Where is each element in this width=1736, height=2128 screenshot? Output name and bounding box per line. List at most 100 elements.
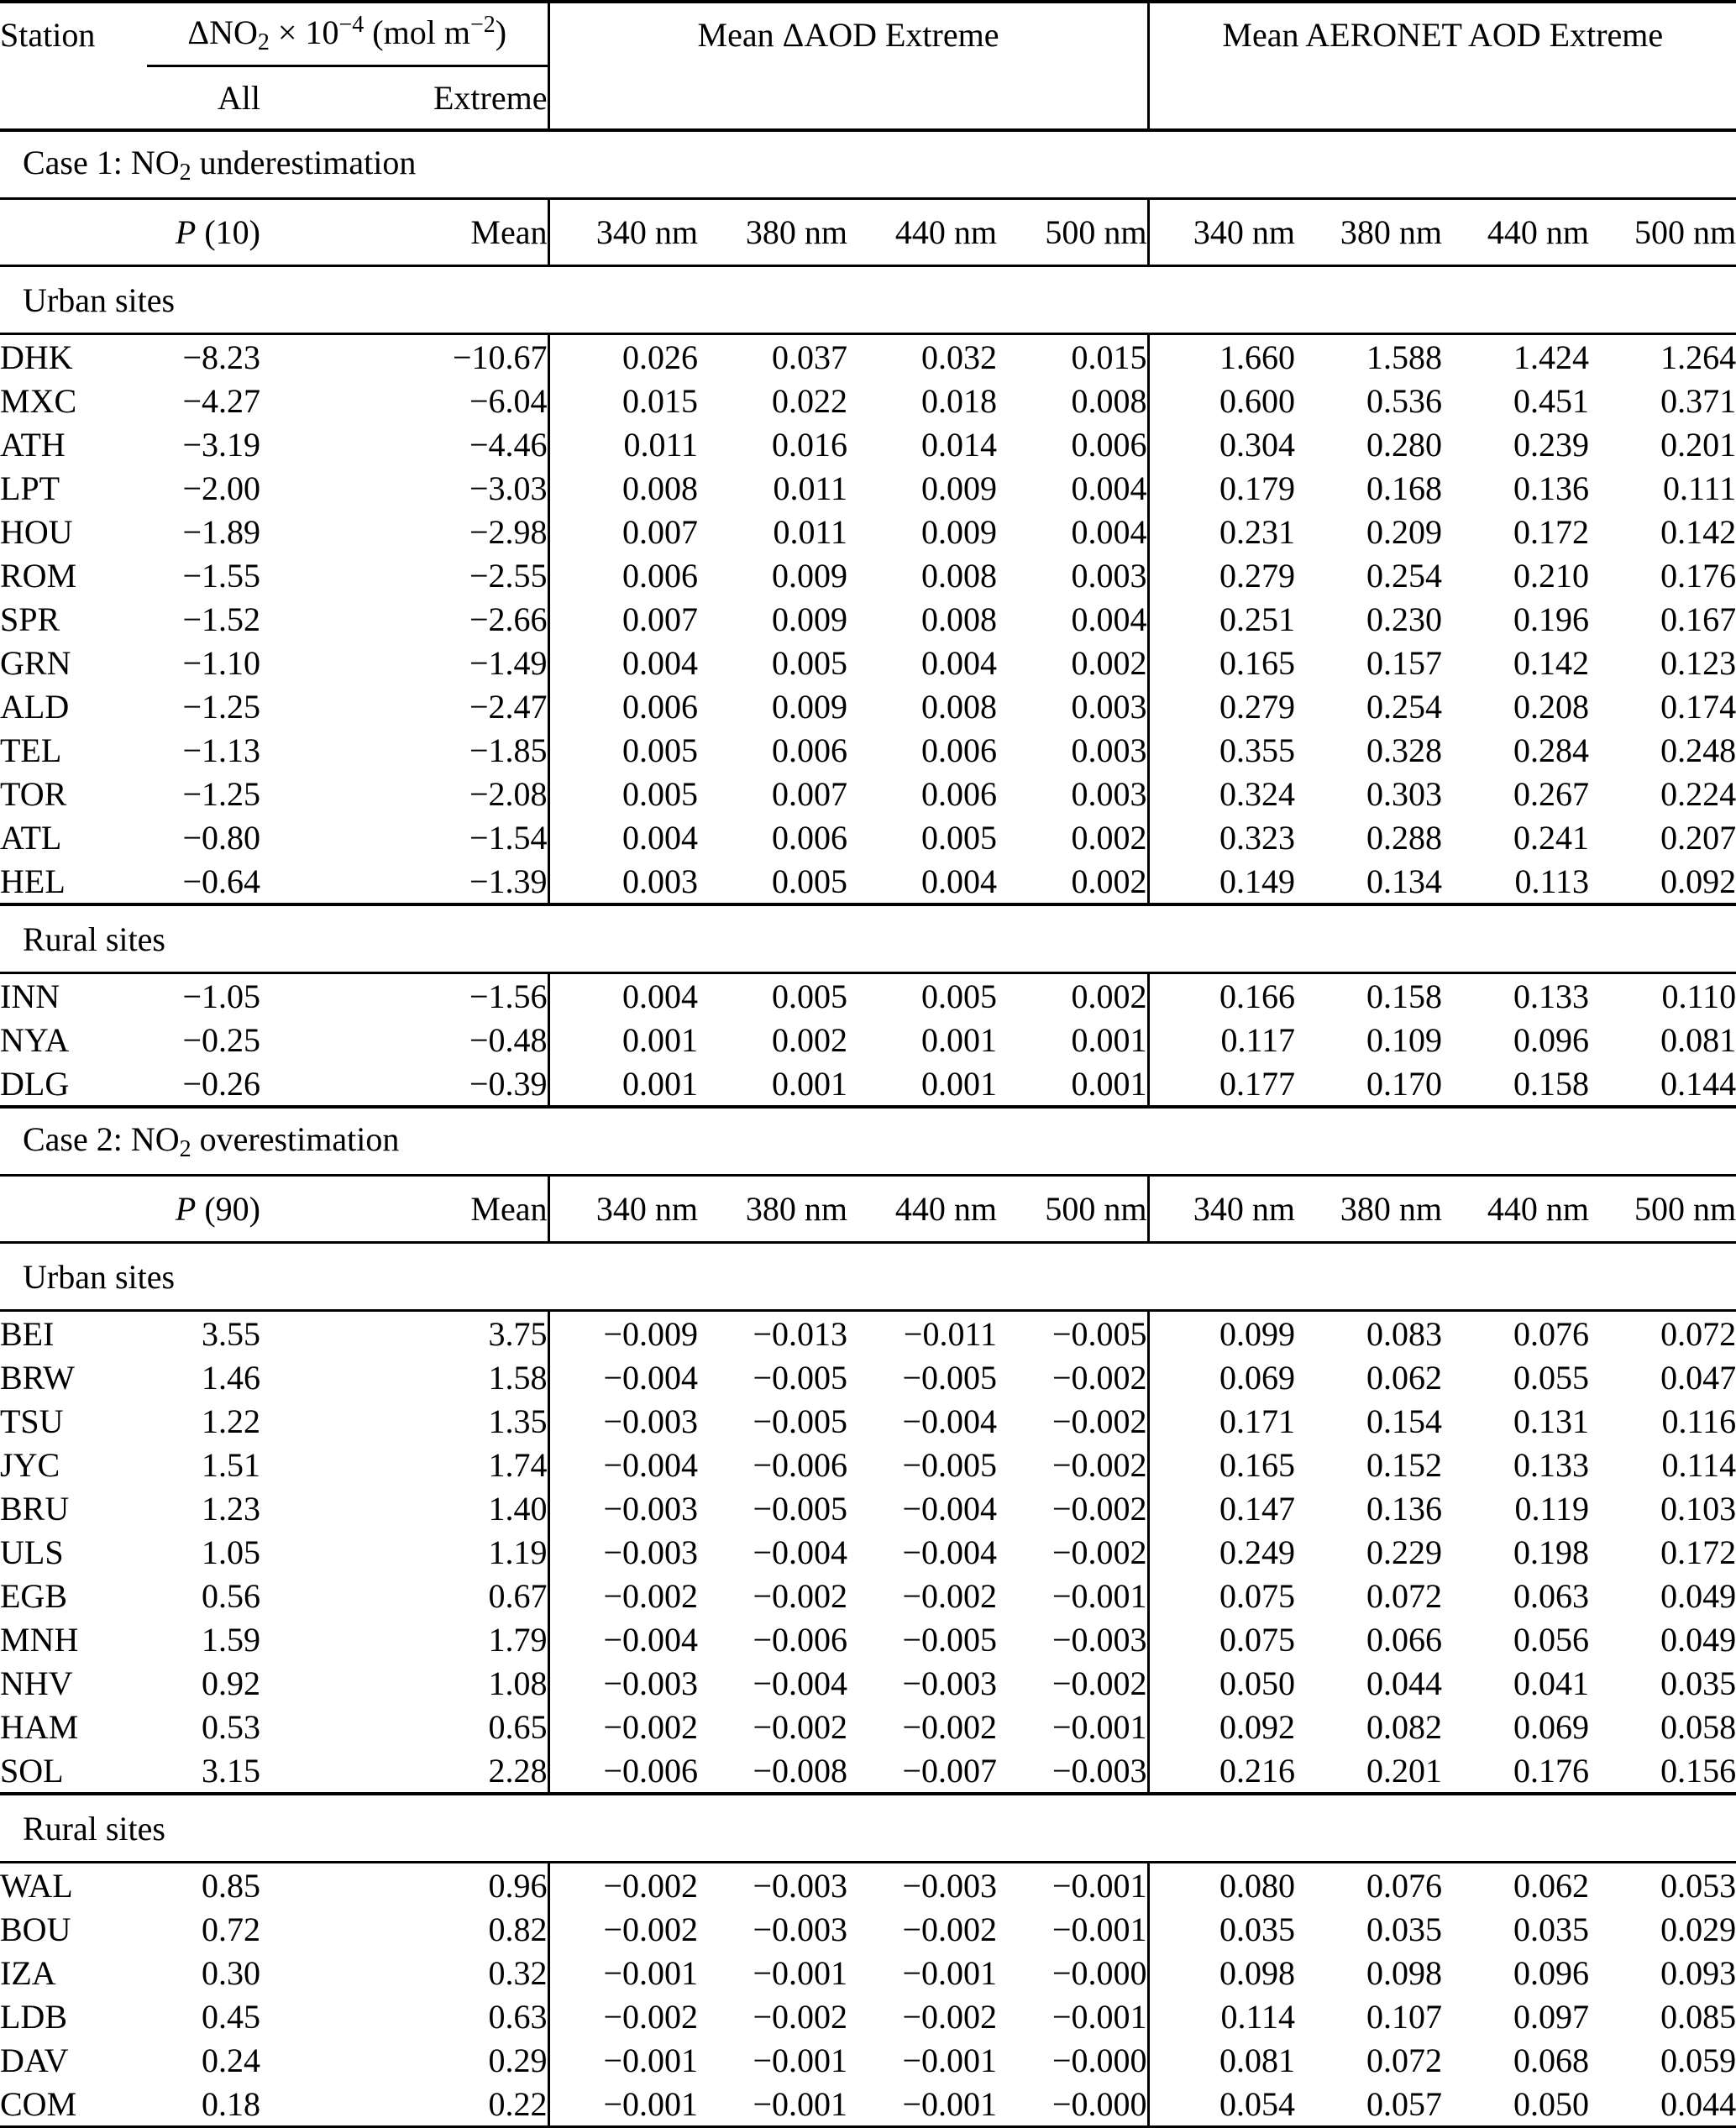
value-cell: 0.002 — [1071, 977, 1147, 1015]
value-cell: 0.049 — [1660, 1620, 1736, 1659]
value-cell: 0.208 — [1513, 687, 1590, 726]
value-cell: 0.006 — [772, 818, 847, 857]
value-cell: 0.004 — [921, 862, 997, 900]
value-cell: 0.111 — [1663, 469, 1736, 507]
value-cell: 0.451 — [1513, 381, 1590, 420]
value-cell: −0.006 — [753, 1620, 847, 1659]
value-cell: −0.003 — [547, 1399, 698, 1443]
station-code: BEI — [0, 1314, 55, 1353]
value-cell: −2.55 — [469, 556, 548, 595]
value-cell: 0.001 — [547, 1018, 698, 1061]
table-row: ROM −1.55 −2.55 0.006 0.009 0.008 0.003 0.279 0.… — [0, 553, 1736, 597]
section-label-row: Urban sites — [0, 266, 1736, 334]
case1-title-subscript: 2 — [179, 160, 191, 186]
value-cell: −0.002 — [1052, 1664, 1147, 1702]
value-cell: 0.005 — [772, 643, 847, 682]
station-code: ROM — [0, 556, 77, 595]
value-cell: 1.660 — [1146, 333, 1296, 379]
value-cell: 0.24 — [202, 2041, 260, 2079]
value-cell: 0.047 — [1660, 1358, 1736, 1397]
value-cell: 0.119 — [1514, 1489, 1590, 1528]
value-cell: −0.001 — [547, 2082, 698, 2128]
value-cell: 0.107 — [1366, 1997, 1443, 2036]
table-row: NYA −0.25 −0.48 0.001 0.002 0.001 0.001 0.117 0.… — [0, 1018, 1736, 1061]
wavelength-header: 340 nm — [1146, 1175, 1296, 1243]
case2-urban-rows: BEI 3.55 3.75 −0.009 −0.013 −0.011 −0.005 0.099… — [0, 1310, 1736, 1794]
value-cell: 0.003 — [1071, 731, 1147, 769]
case2-column-headers: P (90) Mean 340 nm 380 nm 440 nm 500 nm … — [0, 1175, 1736, 1243]
table-row: IZA 0.30 0.32 −0.001 −0.001 −0.001 −0.000 0.098… — [0, 1951, 1736, 1994]
station-code: ATL — [0, 818, 62, 857]
wavelength-header: 500 nm — [1045, 213, 1147, 251]
value-cell: 0.004 — [547, 972, 698, 1018]
value-cell: −0.001 — [1052, 1707, 1147, 1746]
station-code: NHV — [0, 1664, 73, 1702]
value-cell: −0.008 — [753, 1751, 847, 1790]
value-cell: 0.32 — [488, 1953, 548, 1992]
value-cell: 0.196 — [1513, 600, 1590, 638]
value-cell: 0.280 — [1366, 425, 1443, 464]
value-cell: 0.002 — [1071, 643, 1147, 682]
case2-rural-label-section: Rural sites — [0, 1794, 1736, 1863]
value-cell: −1.54 — [469, 818, 548, 857]
station-code: ULS — [0, 1533, 64, 1571]
value-cell: −1.25 — [182, 687, 260, 726]
value-cell: −0.002 — [902, 1910, 997, 1948]
value-cell: 0.216 — [1146, 1748, 1296, 1794]
section-title-row: Case 1: NO2 underestimation — [0, 130, 1736, 199]
wavelength-header: 500 nm — [1045, 1190, 1147, 1228]
value-cell: −0.001 — [902, 2041, 997, 2079]
value-cell: 0.171 — [1146, 1399, 1296, 1443]
value-cell: 3.75 — [488, 1314, 548, 1353]
value-cell: 0.005 — [921, 977, 997, 1015]
value-cell: −0.002 — [1052, 1445, 1147, 1484]
value-cell: −0.006 — [547, 1748, 698, 1794]
no2-subscript: 2 — [257, 29, 270, 55]
value-cell: −1.89 — [182, 512, 260, 551]
value-cell: −0.004 — [753, 1664, 847, 1702]
wavelength-header: 500 nm — [1634, 213, 1736, 251]
case1-title-section: Case 1: NO2 underestimation — [0, 130, 1736, 199]
table-row: EGB 0.56 0.67 −0.002 −0.002 −0.002 −0.001 0.075… — [0, 1574, 1736, 1617]
value-cell: 0.157 — [1366, 643, 1443, 682]
value-cell: 0.001 — [1071, 1020, 1147, 1059]
value-cell: 0.18 — [202, 2084, 260, 2123]
value-cell: 1.51 — [202, 1445, 260, 1484]
value-cell: −0.48 — [469, 1020, 548, 1059]
value-cell: 0.093 — [1660, 1953, 1736, 1992]
value-cell: 0.050 — [1146, 1661, 1296, 1705]
value-cell: 0.110 — [1661, 977, 1736, 1015]
value-cell: −0.39 — [469, 1064, 548, 1103]
value-cell: 0.166 — [1146, 972, 1296, 1018]
value-cell: −0.002 — [902, 1576, 997, 1615]
value-cell: 0.355 — [1146, 728, 1296, 772]
station-code: DHK — [0, 338, 73, 376]
value-cell: 0.009 — [772, 687, 847, 726]
value-cell: 0.165 — [1146, 641, 1296, 684]
header-row-subcolumns: All Extreme — [0, 66, 1736, 130]
value-cell: 0.085 — [1660, 1997, 1736, 2036]
table-header: Station ΔNO2 × 10−4 (mol m−2) Mean ΔAOD … — [0, 2, 1736, 130]
value-cell: 1.22 — [202, 1402, 260, 1440]
value-cell: 0.176 — [1660, 556, 1736, 595]
value-cell: −0.002 — [547, 1705, 698, 1748]
value-cell: 1.35 — [488, 1402, 548, 1440]
wavelength-header: 440 nm — [894, 1190, 997, 1228]
value-cell: −0.000 — [1052, 1953, 1147, 1992]
value-cell: 0.098 — [1366, 1953, 1443, 1992]
table-row: WAL 0.85 0.96 −0.002 −0.003 −0.003 −0.001 0.080… — [0, 1862, 1736, 1907]
value-cell: 0.001 — [772, 1064, 847, 1103]
value-cell: 0.103 — [1660, 1489, 1736, 1528]
value-cell: −0.003 — [902, 1664, 997, 1702]
value-cell: 3.55 — [202, 1314, 260, 1353]
value-cell: −0.003 — [1052, 1751, 1147, 1790]
value-cell: 0.229 — [1366, 1533, 1443, 1571]
extreme-column-header: Extreme — [433, 79, 548, 117]
value-cell: −0.002 — [753, 1997, 847, 2036]
value-cell: 1.46 — [202, 1358, 260, 1397]
table-row: TSU 1.22 1.35 −0.003 −0.005 −0.004 −0.002 0.171… — [0, 1399, 1736, 1443]
station-code: HEL — [0, 862, 66, 900]
value-cell: 0.055 — [1513, 1358, 1590, 1397]
value-cell: 0.168 — [1366, 469, 1443, 507]
percentile-header: P (90) — [147, 1176, 260, 1243]
